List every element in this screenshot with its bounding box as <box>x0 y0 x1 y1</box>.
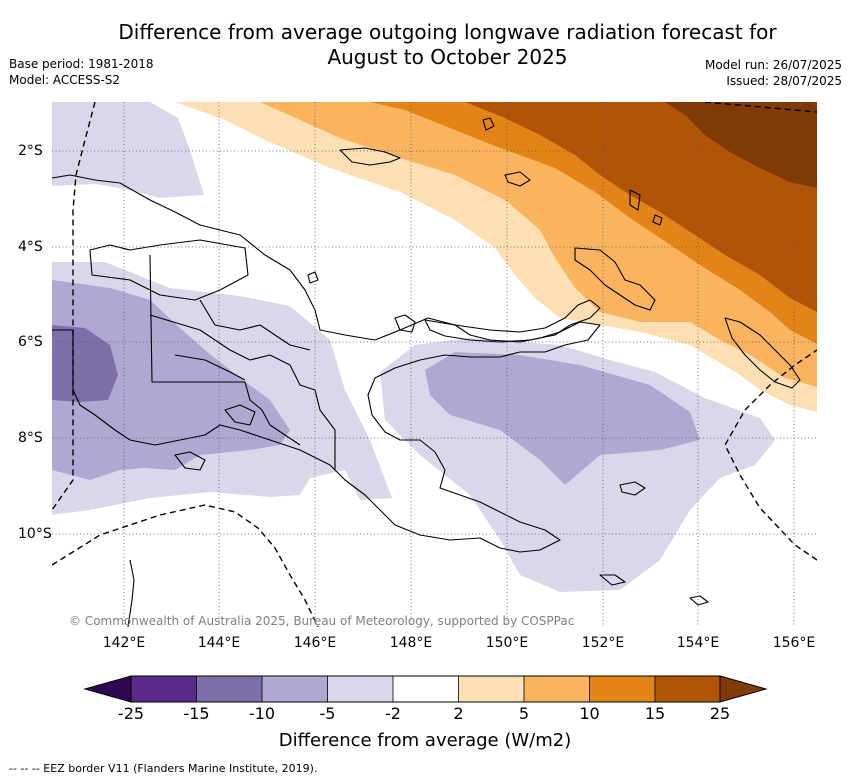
title-line-2: August to October 2025 <box>327 45 568 69</box>
lon-label-152: 152°E <box>581 635 625 651</box>
model-name: Model: ACCESS-S2 <box>9 73 121 87</box>
copyright-notice: © Commonwealth of Australia 2025, Bureau… <box>69 614 575 628</box>
base-period: Base period: 1981-2018 <box>9 57 154 71</box>
new-britain-outline <box>424 299 601 343</box>
lon-label-156: 156°E <box>772 635 816 651</box>
olr-neg-5-10-west <box>52 280 290 480</box>
eez-footnote: -- -- -- EEZ border V11 (Flanders Marine… <box>9 762 318 775</box>
colorbar-label-5: -2 <box>385 704 401 723</box>
olr-neg-5-10-east <box>425 352 700 485</box>
colorbar-label-10: 25 <box>709 704 731 723</box>
colorbar-bin-5 <box>393 676 459 702</box>
colorbar-bin-3 <box>262 676 328 702</box>
islands-small <box>174 117 709 606</box>
colorbar-label-6: 2 <box>453 704 464 723</box>
colorbar-bin-1 <box>131 676 197 702</box>
lon-label-146: 146°E <box>293 635 337 651</box>
colorbar-bin-2 <box>196 676 262 702</box>
colorbar-bin-6 <box>458 676 524 702</box>
colorbar-bin-7 <box>524 676 590 702</box>
model-run: Model run: 26/07/2025 <box>704 58 842 72</box>
gridlines <box>52 102 817 627</box>
new-guinea-outline <box>52 174 601 553</box>
olr-pos-15-25 <box>465 102 817 312</box>
chart-title: Difference from average outgoing longwav… <box>90 20 805 70</box>
olr-pos-over-25 <box>665 102 817 188</box>
colorbar-title: Difference from average (W/m2) <box>278 730 572 751</box>
colorbar-bin-4 <box>327 676 393 702</box>
eez-borders <box>52 102 817 627</box>
colorbar-label-4: -5 <box>319 704 336 723</box>
new-ireland-outline <box>574 247 656 311</box>
provincial-boundaries <box>89 239 336 470</box>
lat-label-4s: 4°S <box>18 239 43 255</box>
colorbar-label-9: 15 <box>644 704 666 723</box>
olr-neg-10-15-west <box>52 325 118 402</box>
colorbar-label-2: -15 <box>183 704 210 723</box>
colorbar-bin-9 <box>655 676 720 702</box>
lon-label-154: 154°E <box>676 635 720 651</box>
lat-label-2s: 2°S <box>18 143 43 159</box>
colorbar-label-7: 5 <box>518 704 530 723</box>
lon-label-142: 142°E <box>102 635 146 651</box>
lon-label-144: 144°E <box>197 635 241 651</box>
australia-cape-york <box>127 559 135 627</box>
lat-label-8s: 8°S <box>18 430 43 446</box>
bougainville-outline <box>724 317 801 389</box>
png-border <box>149 254 301 446</box>
colorbar-label-3: -10 <box>248 704 276 723</box>
colorbar-low-arrow <box>83 675 132 703</box>
lon-label-150: 150°E <box>485 635 529 651</box>
olr-neg-2-5-west <box>52 102 204 198</box>
coastlines <box>52 117 801 627</box>
lat-label-6s: 6°S <box>18 334 43 350</box>
colorbar-label-1: -25 <box>117 704 145 723</box>
issued-date: Issued: 28/07/2025 <box>726 74 842 88</box>
manus-outline <box>339 147 401 166</box>
meta-right: Model run: 26/07/2025 Issued: 28/07/2025 <box>705 57 842 89</box>
colorbar-label-8: 10 <box>579 704 600 723</box>
colorbar-bin-8 <box>589 676 655 702</box>
lat-label-10s: 10°S <box>18 526 52 542</box>
anomaly-fields <box>52 102 817 627</box>
colorbar-high-arrow <box>719 675 768 703</box>
colorbar <box>83 675 768 703</box>
title-line-1: Difference from average outgoing longwav… <box>118 20 777 44</box>
lon-label-148: 148°E <box>389 635 433 651</box>
meta-left: Base period: 1981-2018 Model: ACCESS-S2 <box>9 56 154 88</box>
